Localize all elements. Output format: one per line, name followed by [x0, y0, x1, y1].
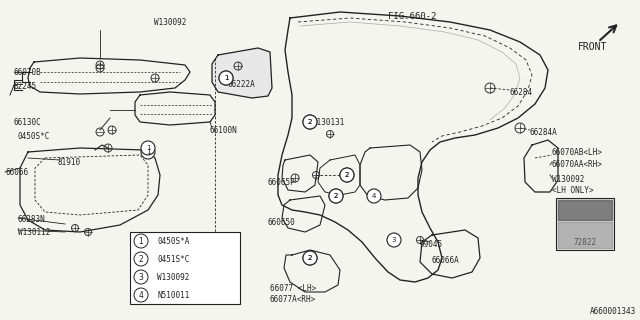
- Circle shape: [303, 251, 317, 265]
- Polygon shape: [558, 200, 612, 220]
- Text: 2: 2: [345, 172, 349, 178]
- Text: FRONT: FRONT: [578, 42, 607, 52]
- Text: W130092: W130092: [157, 273, 189, 282]
- Text: 66100N: 66100N: [210, 126, 237, 135]
- Circle shape: [329, 189, 343, 203]
- Text: W130092: W130092: [154, 18, 186, 27]
- Text: 2: 2: [345, 172, 349, 178]
- Text: 66070AB<LH>: 66070AB<LH>: [552, 148, 603, 157]
- Text: W130131: W130131: [312, 118, 344, 127]
- Circle shape: [367, 189, 381, 203]
- Polygon shape: [212, 48, 272, 98]
- Polygon shape: [558, 222, 612, 248]
- Text: 66077 <LH>: 66077 <LH>: [270, 284, 316, 293]
- Text: 66066: 66066: [5, 168, 28, 177]
- Text: 2: 2: [308, 119, 312, 125]
- Text: 66077A<RH>: 66077A<RH>: [270, 295, 316, 304]
- Text: 0450S*C: 0450S*C: [18, 132, 51, 141]
- Text: 66284: 66284: [510, 88, 533, 97]
- Text: W130092: W130092: [552, 175, 584, 184]
- Text: 1: 1: [146, 149, 150, 155]
- Text: 3: 3: [392, 237, 396, 243]
- Text: 66222A: 66222A: [228, 80, 256, 89]
- Circle shape: [340, 168, 354, 182]
- Text: 99045: 99045: [420, 240, 443, 249]
- Text: 2: 2: [334, 193, 338, 199]
- Text: 2: 2: [308, 255, 312, 261]
- Circle shape: [219, 71, 233, 85]
- Text: 1: 1: [224, 75, 228, 81]
- Text: 66070B: 66070B: [14, 68, 42, 77]
- FancyBboxPatch shape: [556, 198, 614, 250]
- Text: 1: 1: [139, 236, 143, 245]
- Text: 2: 2: [334, 193, 338, 199]
- Circle shape: [141, 141, 155, 155]
- Text: FIG.660-2: FIG.660-2: [388, 12, 436, 21]
- Text: 2: 2: [308, 255, 312, 261]
- Text: 66070AA<RH>: 66070AA<RH>: [552, 160, 603, 169]
- Text: 72822: 72822: [574, 238, 597, 247]
- Text: 1: 1: [146, 145, 150, 151]
- Circle shape: [303, 115, 317, 129]
- Circle shape: [340, 168, 354, 182]
- Text: 66284A: 66284A: [530, 128, 557, 137]
- Text: A660001343: A660001343: [589, 307, 636, 316]
- Text: 82245: 82245: [14, 82, 37, 91]
- FancyBboxPatch shape: [130, 232, 240, 304]
- Text: 660650: 660650: [268, 218, 296, 227]
- Text: 0450S*A: 0450S*A: [157, 236, 189, 245]
- Text: 3: 3: [139, 273, 143, 282]
- Circle shape: [387, 233, 401, 247]
- Circle shape: [141, 145, 155, 159]
- Text: 66283N: 66283N: [18, 215, 45, 224]
- Text: 81910: 81910: [58, 158, 81, 167]
- Text: 2: 2: [308, 119, 312, 125]
- Text: 4: 4: [372, 193, 376, 199]
- Text: W130112: W130112: [18, 228, 51, 237]
- Circle shape: [329, 189, 343, 203]
- Text: 66065P: 66065P: [268, 178, 296, 187]
- Text: <LH ONLY>: <LH ONLY>: [552, 186, 594, 195]
- Circle shape: [303, 115, 317, 129]
- Text: 4: 4: [139, 291, 143, 300]
- Text: 66130C: 66130C: [14, 118, 42, 127]
- Text: 1: 1: [224, 75, 228, 81]
- Circle shape: [303, 251, 317, 265]
- Text: 2: 2: [139, 254, 143, 263]
- Text: N510011: N510011: [157, 291, 189, 300]
- Circle shape: [219, 71, 233, 85]
- Text: 66066A: 66066A: [432, 256, 460, 265]
- Text: 0451S*C: 0451S*C: [157, 254, 189, 263]
